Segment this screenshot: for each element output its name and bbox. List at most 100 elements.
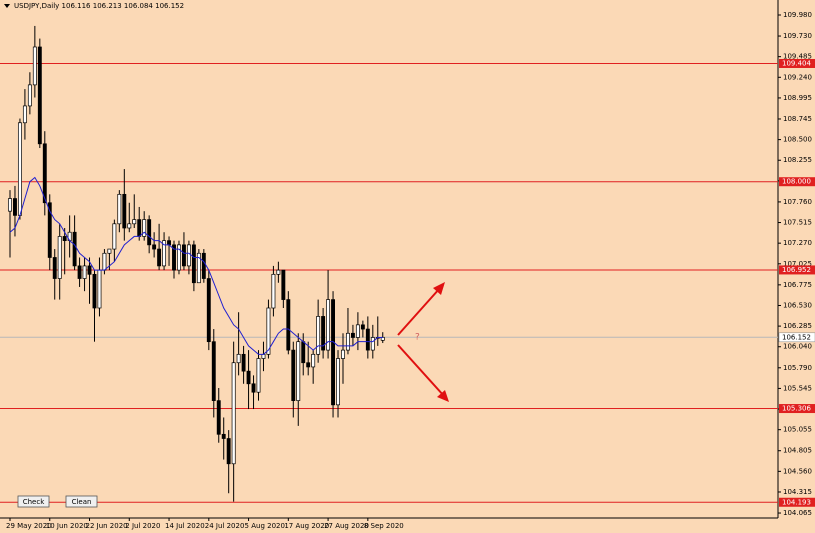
y-tick-label: 104.065 [783, 509, 812, 517]
x-tick-label: 5 Aug 2020 [245, 522, 285, 530]
low-value: 106.084 [124, 2, 153, 10]
candle-body [27, 84, 32, 107]
candle-body [117, 193, 122, 225]
y-tick-label: 109.240 [783, 73, 812, 81]
candle-body [211, 341, 216, 401]
y-tick-label: 107.760 [783, 198, 812, 206]
candle-body [291, 349, 296, 401]
x-tick-label: 2 Jul 2020 [125, 522, 160, 530]
candle-body [32, 46, 37, 86]
price-label: 106.152 [782, 333, 811, 341]
candle-body [13, 198, 17, 216]
candle-body [92, 273, 97, 309]
candle-body [162, 240, 167, 267]
price-tag [778, 332, 815, 343]
candle-body [157, 248, 162, 267]
up-arrow [397, 287, 441, 336]
moving-average [9, 176, 383, 355]
candle-body [301, 341, 306, 364]
clean-label[interactable]: Clean [72, 498, 92, 506]
candle-body [355, 324, 360, 338]
candle-body [177, 244, 181, 271]
menu-arrow[interactable] [4, 4, 10, 8]
symbol: USDJPY,Daily [14, 2, 59, 10]
annotation: ? [415, 333, 420, 343]
up-arrow-head [433, 282, 445, 295]
y-tick-label: 106.040 [783, 343, 812, 351]
check-button[interactable] [17, 495, 50, 508]
level-label: 108.000 [782, 178, 811, 186]
candle-body [206, 278, 211, 343]
candle-body [261, 353, 266, 359]
candle-body [77, 265, 82, 279]
candle-body [251, 383, 256, 393]
candle-body [147, 219, 152, 246]
x-tick-label: 8 Sep 2020 [364, 522, 404, 530]
candle-body [17, 122, 22, 216]
y-tick-label: 104.315 [783, 488, 812, 496]
candle-body [266, 307, 271, 355]
candle-body [341, 349, 345, 359]
candle-body [281, 269, 286, 300]
candle-body [321, 316, 326, 351]
y-tick-label: 105.790 [783, 364, 812, 372]
candle-body [102, 252, 107, 271]
candle-body [112, 223, 117, 250]
level-tag [779, 497, 815, 507]
y-tick-label: 109.485 [783, 53, 812, 61]
candle-body [370, 337, 375, 351]
candle-body [82, 265, 87, 279]
y-tick-label: 108.500 [783, 136, 812, 144]
clean-button[interactable] [65, 495, 98, 508]
candle-body [316, 316, 321, 355]
candle-body [186, 244, 191, 267]
candle-body [196, 252, 201, 284]
candle-body [226, 438, 231, 465]
candle-body [246, 370, 251, 385]
y-tick-label: 106.530 [783, 301, 812, 309]
candle-body [97, 269, 102, 309]
plot-layer [0, 25, 778, 503]
candle-body [360, 324, 365, 330]
y-tick-label: 108.255 [783, 156, 812, 164]
candle-body [331, 299, 336, 406]
x-tick-label: 10 Jun 2020 [46, 522, 88, 530]
down-arrow [397, 344, 445, 397]
candle-body [137, 219, 142, 237]
level-tag [779, 177, 815, 187]
candle-body [122, 193, 127, 229]
y-tick-label: 108.745 [783, 115, 812, 123]
level-label: 106.952 [782, 266, 811, 274]
x-tick-label: 22 Jun 2020 [86, 522, 128, 530]
candle-body [52, 257, 57, 279]
candle-body [47, 202, 52, 258]
candle-body [306, 362, 311, 368]
level-tag [779, 404, 815, 414]
candle-body [241, 353, 246, 372]
check-label[interactable]: Check [23, 498, 45, 506]
candle-body [182, 244, 186, 267]
candle-body [152, 244, 157, 250]
candle-body [127, 223, 132, 229]
candle-body [231, 362, 236, 465]
y-tick-label: 106.775 [783, 281, 812, 289]
candle-body [37, 46, 42, 145]
candle-body [172, 244, 176, 271]
y-tick-label: 109.980 [783, 11, 812, 19]
y-tick-label: 104.560 [783, 467, 812, 475]
candle-body [365, 328, 370, 351]
candle-body [72, 231, 77, 267]
candle-body [191, 244, 196, 284]
y-tick-label: 106.285 [783, 322, 812, 330]
level-label: 109.404 [782, 59, 811, 67]
candle-body [142, 219, 147, 237]
level-label: 105.306 [782, 405, 811, 413]
y-tick-label: 108.995 [783, 94, 812, 102]
level-tag [779, 58, 815, 68]
candle-body [167, 240, 171, 246]
x-tick-label: 14 Jul 2020 [165, 522, 205, 530]
candle-body [42, 143, 47, 204]
